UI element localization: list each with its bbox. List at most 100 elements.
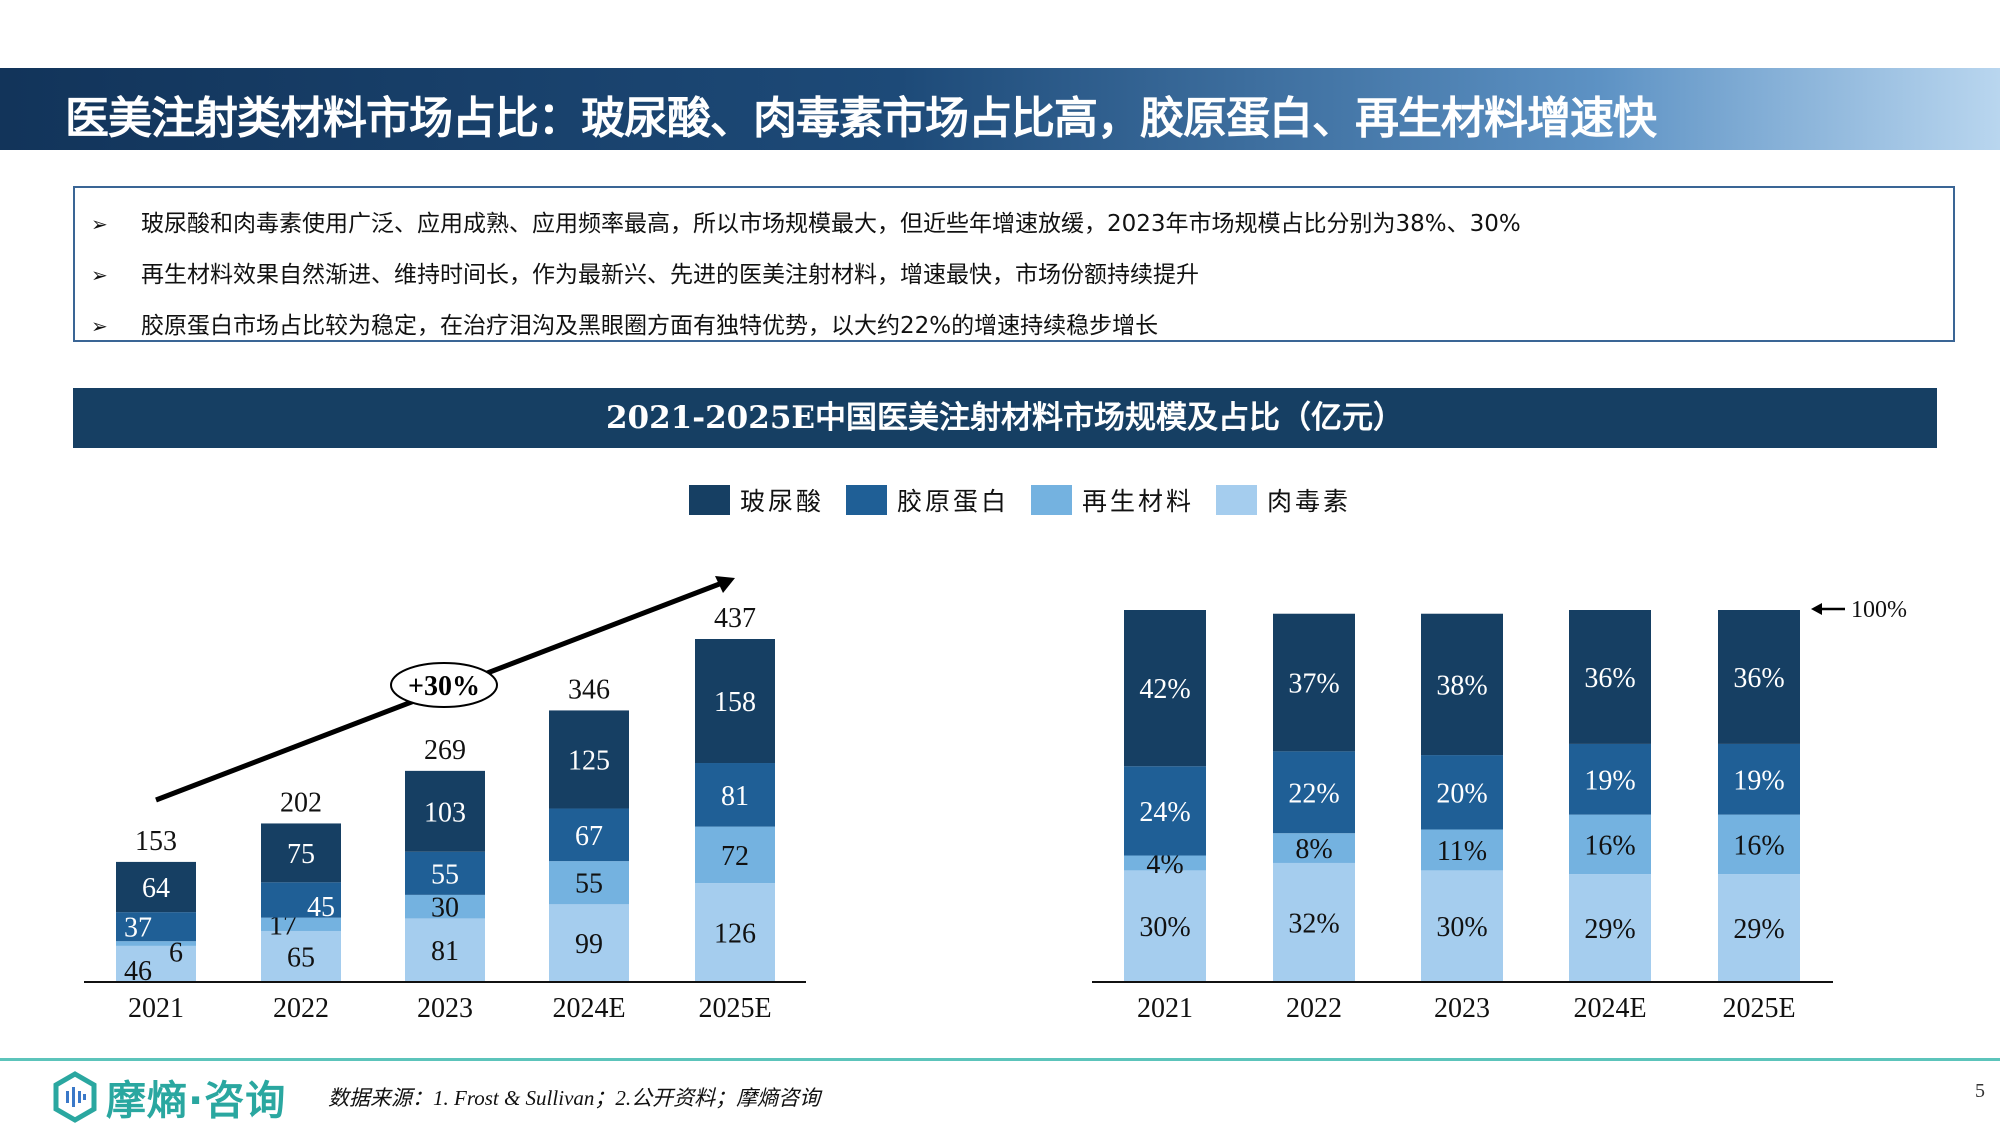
data-label: 37%: [1288, 669, 1339, 700]
data-label: 99: [575, 929, 603, 960]
data-label: 81: [431, 936, 459, 967]
bar-segment: [1124, 610, 1206, 767]
data-label: 19%: [1584, 765, 1635, 796]
data-label: 6: [169, 938, 183, 969]
legend-label: 肉毒素: [1267, 487, 1352, 516]
bullet-item: ➢ 玻尿酸和肉毒素使用广泛、应用成熟、应用频率最高，所以市场规模最大，但近些年增速…: [91, 204, 1521, 238]
data-label: 32%: [1288, 908, 1339, 939]
bar-segment: [549, 710, 629, 809]
bar-segment: [261, 823, 341, 883]
bullet-text: 胶原蛋白市场占比较为稳定，在治疗泪沟及黑眼圈方面有独特优势，以大约22%的增速持…: [141, 313, 1159, 339]
x-tick-label: 2024E: [552, 993, 625, 1024]
data-label: 29%: [1733, 914, 1784, 945]
bar-segment: [1569, 610, 1651, 744]
data-label: 30: [431, 893, 459, 924]
bar-segment: [549, 904, 629, 982]
bar-segment: [1124, 766, 1206, 856]
bar-segment: [1421, 755, 1503, 830]
data-label: 81: [721, 781, 749, 812]
total-label: 269: [424, 735, 466, 766]
bar-segment: [405, 918, 485, 982]
legend-item: 玻尿酸: [689, 482, 824, 518]
bar-segment: [549, 808, 629, 862]
data-label: 103: [424, 797, 466, 828]
data-label: 75: [287, 839, 315, 870]
total-label: 153: [135, 826, 177, 857]
bar-segment: [1569, 743, 1651, 815]
legend-item: 胶原蛋白: [846, 482, 1009, 518]
x-tick-label: 2025E: [1722, 993, 1795, 1024]
data-label: 42%: [1139, 674, 1190, 705]
bar-segment: [261, 930, 341, 982]
summary-box: ➢ 玻尿酸和肉毒素使用广泛、应用成熟、应用频率最高，所以市场规模最大，但近些年增速…: [73, 186, 1955, 342]
growth-annotation-ellipse: [390, 662, 498, 708]
data-label: 67: [575, 821, 603, 852]
logo: 摩熵·咨询: [52, 1068, 286, 1126]
data-label: 36%: [1733, 663, 1784, 694]
x-tick-label: 2025E: [698, 993, 771, 1024]
bar-segment: [695, 763, 775, 827]
data-label: 45: [307, 892, 335, 923]
data-label: 22%: [1288, 778, 1339, 809]
bar-segment: [1273, 833, 1355, 863]
legend: 玻尿酸 胶原蛋白 再生材料 肉毒素: [689, 482, 1351, 518]
growth-arrowhead-icon: [715, 576, 735, 593]
bar-segment: [1273, 862, 1355, 982]
legend-label: 再生材料: [1082, 487, 1195, 516]
data-label: 55: [431, 859, 459, 890]
data-label: 16%: [1584, 830, 1635, 861]
arrow-bullet-icon: ➢: [91, 263, 108, 287]
bar-segment: [695, 883, 775, 982]
bar-segment: [1718, 874, 1800, 982]
growth-annotation: +30%: [408, 671, 480, 702]
data-label: 20%: [1436, 778, 1487, 809]
data-label: 16%: [1733, 830, 1784, 861]
bar-segment: [1718, 743, 1800, 815]
bar-segment: [1273, 613, 1355, 752]
bar-segment: [549, 861, 629, 905]
bar-segment: [261, 917, 341, 931]
bullet-item: ➢ 再生材料效果自然渐进、维持时间长，作为最新兴、先进的医美注射材料，增速最快，市…: [91, 255, 1199, 289]
x-tick-label: 2023: [417, 993, 473, 1024]
bar-segment: [405, 894, 485, 919]
bar-segment: [1421, 613, 1503, 756]
bar-segment: [116, 861, 196, 913]
bar-segment: [1273, 751, 1355, 834]
bar-segment: [1569, 874, 1651, 982]
bar-segment: [1718, 610, 1800, 744]
bar-segment: [261, 882, 341, 918]
x-tick-label: 2022: [273, 993, 329, 1024]
data-label: 30%: [1139, 912, 1190, 943]
bullet-text: 玻尿酸和肉毒素使用广泛、应用成熟、应用频率最高，所以市场规模最大，但近些年增速放…: [141, 211, 1521, 237]
bullet-text: 再生材料效果自然渐进、维持时间长，作为最新兴、先进的医美注射材料，增速最快，市场…: [141, 262, 1199, 288]
data-label: 11%: [1437, 836, 1487, 867]
x-tick-label: 2021: [1137, 993, 1193, 1024]
data-label: 55: [575, 869, 603, 900]
total-label: 202: [280, 787, 322, 818]
data-label: 8%: [1295, 834, 1332, 865]
legend-swatch: [846, 485, 888, 515]
bar-segment: [116, 941, 196, 946]
top-percent-label: 100%: [1851, 597, 1907, 623]
legend-item: 再生材料: [1031, 482, 1194, 518]
legend-swatch: [689, 485, 730, 515]
data-label: 30%: [1436, 912, 1487, 943]
legend-item: 肉毒素: [1216, 482, 1351, 518]
data-label: 126: [714, 919, 756, 950]
chart-title: 2021-2025E中国医美注射材料市场规模及占比（亿元）: [73, 388, 1937, 448]
data-label: 38%: [1436, 670, 1487, 701]
data-label: 36%: [1584, 663, 1635, 694]
page-title: 医美注射类材料市场占比：玻尿酸、肉毒素市场占比高，胶原蛋白、再生材料增速快: [65, 93, 1657, 144]
arrow-bullet-icon: ➢: [91, 314, 108, 338]
x-tick-label: 2021: [128, 993, 184, 1024]
bar-segment: [1718, 814, 1800, 875]
data-label: 19%: [1733, 765, 1784, 796]
arrow-bullet-icon: ➢: [91, 212, 108, 236]
total-label: 346: [568, 674, 610, 705]
bar-segment: [1421, 829, 1503, 871]
x-tick-label: 2023: [1434, 993, 1490, 1024]
legend-label: 胶原蛋白: [897, 487, 1010, 516]
legend-swatch: [1216, 485, 1258, 515]
bar-segment: [695, 826, 775, 884]
